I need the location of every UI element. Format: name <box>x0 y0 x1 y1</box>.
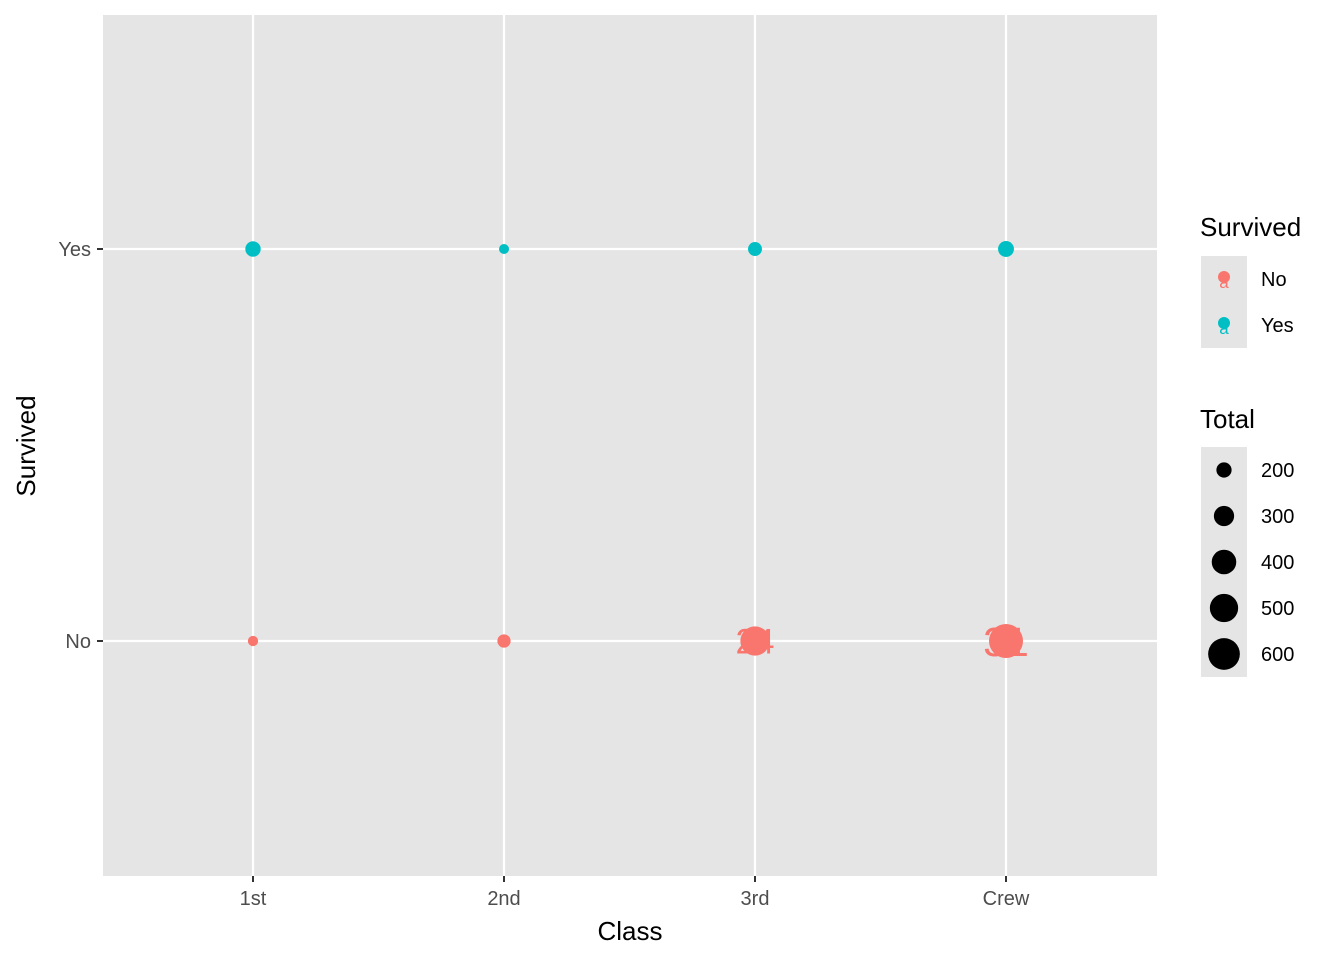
legend-size-point-500 <box>1209 593 1239 623</box>
data-labels: 24 31 <box>736 619 1029 665</box>
legend-glyph-yes: a <box>1219 319 1229 338</box>
x-axis-title: Class <box>597 916 662 946</box>
legend-survived-title: Survived <box>1200 212 1301 242</box>
legend-point-no <box>1218 271 1230 283</box>
x-tick-label-3rd: 3rd <box>741 888 770 910</box>
legend-label-no: No <box>1261 269 1287 291</box>
legend-size-label-400: 400 <box>1261 552 1294 574</box>
grid-lines <box>103 15 1157 876</box>
y-tick-label-no: No <box>65 631 91 653</box>
point-crew-no <box>989 624 1023 658</box>
data-points <box>245 241 1023 658</box>
plot-panel <box>103 15 1157 876</box>
legend-size-point-600 <box>1208 638 1240 670</box>
x-tick-label-1st: 1st <box>240 888 267 910</box>
point-3rd-no <box>740 626 770 656</box>
legend-total-title: Total <box>1200 404 1255 434</box>
x-tick-label-2nd: 2nd <box>487 888 520 910</box>
data-label-crew-no: 31 <box>983 619 1029 665</box>
point-1st-no <box>247 635 259 647</box>
legend-size-point-200 <box>1216 462 1232 478</box>
legend-survived: Survived a No a Yes <box>1200 212 1301 348</box>
legend-size-label-200: 200 <box>1261 460 1294 482</box>
legend-total: Total 200 300 400 500 600 <box>1200 404 1294 677</box>
point-1st-yes <box>245 241 261 257</box>
x-tick-label-crew: Crew <box>983 888 1030 910</box>
legend-size-label-500: 500 <box>1261 598 1294 620</box>
legend-glyph-no: a <box>1219 273 1229 292</box>
legend-label-yes: Yes <box>1261 315 1294 337</box>
point-2nd-yes <box>499 244 509 254</box>
point-crew-yes <box>998 241 1014 257</box>
y-axis: No Yes <box>58 239 103 653</box>
data-label-3rd-no: 24 <box>736 623 775 662</box>
y-axis-title: Survived <box>11 395 41 496</box>
legend-size-label-600: 600 <box>1261 644 1294 666</box>
legend-point-yes <box>1218 317 1230 329</box>
point-3rd-yes <box>748 242 762 256</box>
legend-size-label-300: 300 <box>1261 506 1294 528</box>
point-2nd-no <box>497 634 511 648</box>
legend-size-point-300 <box>1213 505 1235 527</box>
legend-size-point-400 <box>1211 549 1237 575</box>
x-axis: 1st 2nd 3rd Crew <box>240 876 1030 910</box>
y-tick-label-yes: Yes <box>58 239 91 261</box>
